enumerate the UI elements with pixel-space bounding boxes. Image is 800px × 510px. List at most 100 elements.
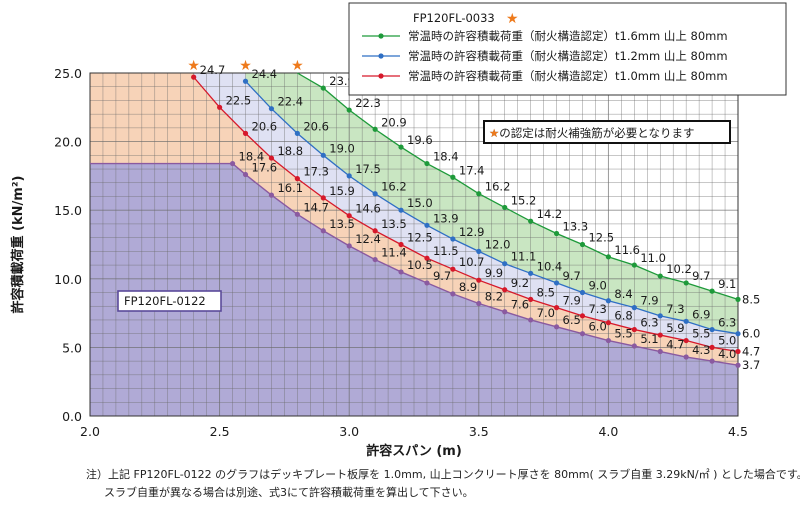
series-point-3	[294, 211, 300, 217]
series-point-1	[450, 236, 456, 242]
series-point-1	[268, 106, 275, 112]
x-tick-label: 4.5	[728, 424, 748, 439]
series-point-1	[709, 326, 715, 333]
series-point-0	[631, 262, 637, 268]
data-label: 6.0	[742, 327, 760, 341]
legend-title: FP120FL-0033	[413, 11, 495, 25]
data-label: 13.9	[433, 211, 459, 225]
series-point-2	[372, 228, 378, 234]
series-point-0	[579, 241, 586, 248]
data-label: 16.2	[485, 180, 511, 194]
series-point-0	[476, 191, 482, 197]
series-point-3	[320, 228, 326, 234]
series-point-1	[242, 78, 249, 84]
series-line-3	[90, 162, 739, 366]
data-label: 7.3	[588, 302, 606, 316]
series-point-1	[553, 280, 560, 286]
series-point-3	[398, 269, 404, 275]
data-label: 6.5	[563, 313, 581, 327]
data-label: 13.3	[563, 220, 589, 234]
data-label: 6.3	[640, 316, 658, 330]
legend-marker-0	[378, 33, 384, 39]
data-label: 10.5	[407, 258, 433, 272]
series-point-3	[579, 331, 586, 337]
series-point-1	[398, 207, 404, 213]
data-label: 15.9	[329, 184, 355, 198]
series-point-2	[683, 337, 689, 344]
data-label: 6.0	[588, 320, 606, 334]
data-label: 17.3	[303, 165, 329, 179]
data-label: 16.1	[277, 181, 303, 195]
series-point-2	[398, 241, 404, 248]
series-point-3	[683, 354, 689, 360]
series-point-0	[553, 230, 560, 237]
legend-box	[348, 2, 787, 96]
series-point-3	[424, 280, 430, 286]
data-label: 22.3	[355, 96, 381, 110]
series-point-1	[294, 130, 300, 136]
series-point-1	[424, 222, 430, 228]
series-point-1	[528, 270, 534, 276]
series-line-1	[245, 80, 739, 335]
data-label: 14.7	[303, 200, 329, 214]
data-label: 6.9	[692, 307, 710, 321]
series-point-0	[605, 254, 612, 260]
data-label: 19.6	[407, 133, 433, 147]
series-point-1	[320, 152, 326, 158]
data-label: 9.2	[511, 276, 529, 290]
series-point-1	[735, 331, 741, 337]
series-point-3	[372, 256, 378, 263]
series-point-3	[476, 300, 482, 307]
x-tick-label: 2.0	[80, 424, 100, 439]
star-marker: ★	[187, 58, 200, 74]
data-label: 5.9	[666, 321, 684, 335]
y-axis-title: 許容積載荷重 (kN/m²)	[10, 176, 26, 314]
star-note-text: ★の認定は耐火補強筋が必要となります	[489, 126, 694, 140]
data-label: 9.0	[588, 279, 606, 293]
series-point-1	[657, 313, 663, 319]
series-point-1	[476, 248, 482, 254]
footnote-line-2: スラブ自重が異なる場合は別途、式3にて許容積載荷重を算出して下さい。	[104, 486, 474, 499]
data-label: 22.5	[226, 93, 252, 107]
data-label: 7.9	[563, 294, 581, 308]
data-label: 17.6	[252, 161, 278, 175]
data-label: 8.9	[459, 280, 477, 294]
data-label: 8.5	[742, 292, 760, 306]
data-label: 4.3	[692, 343, 710, 357]
x-tick-label: 2.5	[210, 424, 230, 439]
data-label: 3.7	[742, 358, 760, 372]
series-point-1	[631, 305, 637, 311]
series-point-0	[502, 204, 508, 211]
y-tick-label: 15.0	[54, 203, 82, 218]
data-label: 20.6	[303, 119, 329, 133]
series-point-3	[735, 362, 741, 368]
data-label: 4.7	[742, 345, 760, 359]
series-point-0	[372, 126, 378, 132]
star-marker: ★	[291, 58, 304, 74]
footnote-line-1: 注）上記 FP120FL-0122 のグラフはデッキプレート板厚を 1.0mm,…	[86, 468, 800, 481]
x-axis-title: 許容スパン (m)	[366, 443, 462, 459]
data-label: 17.5	[355, 162, 381, 176]
series-point-3	[528, 317, 534, 323]
series-point-1	[346, 173, 352, 179]
series-point-2	[528, 296, 534, 302]
data-label: 11.6	[614, 243, 640, 257]
data-label: 11.5	[433, 244, 459, 258]
data-label: 9.9	[485, 266, 503, 280]
axes: 2.0 2.5 3.0 3.5 4.0 4.5 0.0 5.0 10.0 15.0 20.0 25.0…	[10, 66, 748, 459]
series-point-2	[657, 332, 663, 338]
series-point-3	[709, 358, 715, 364]
data-label: 7.9	[640, 294, 658, 308]
data-label: 16.2	[381, 180, 407, 194]
legend-entry-2: 常温時の許容積載荷重（耐火構造認定）t1.0mm 山上 80mm	[408, 69, 728, 83]
data-label: 20.6	[252, 119, 278, 133]
x-tick-label: 4.0	[598, 424, 618, 439]
data-label: 9.7	[692, 269, 710, 283]
series-point-2	[294, 176, 300, 182]
star-marker: ★	[239, 58, 252, 74]
data-label: 12.5	[407, 231, 433, 245]
series-line-2	[193, 76, 739, 353]
legend-marker-2	[378, 73, 384, 79]
series-point-3	[268, 192, 275, 198]
series-point-2	[502, 287, 508, 293]
